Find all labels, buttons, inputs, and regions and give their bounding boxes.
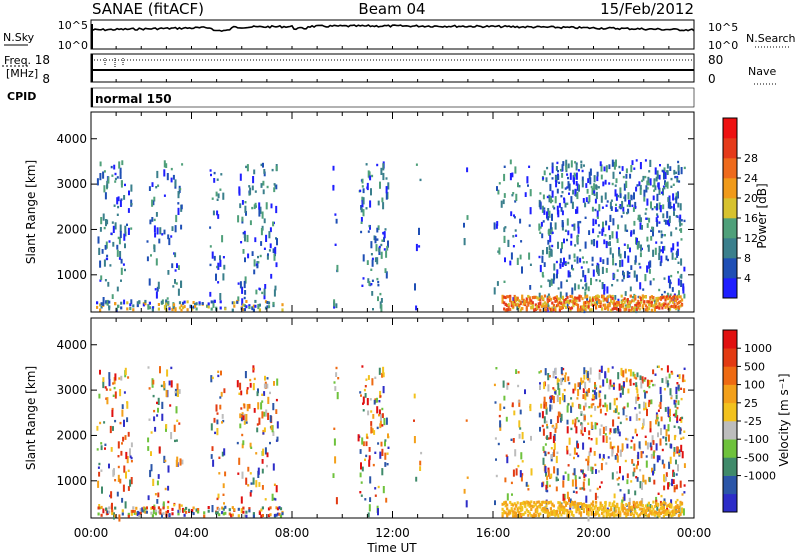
power-panel: 1000 2000 3000 4000 Slant Range [km] — [24, 111, 695, 314]
noise-panel: N.Sky 10^5 10^0 10^5 10^0 N.Search — [3, 19, 796, 52]
time-tick-label: 00:00 — [74, 526, 109, 540]
noise-right-tick-top: 10^5 — [708, 21, 738, 34]
power-colorbar-label: Power [dB] — [755, 183, 769, 248]
velocity-ylabel: Slant Range [km] — [24, 366, 38, 470]
beam-title: Beam 04 — [358, 0, 425, 18]
colorbar-tick-label: -500 — [744, 451, 769, 464]
y-tick-label: 2000 — [56, 428, 87, 442]
y-tick-label: 1000 — [56, 474, 87, 488]
colorbar-tick-label: 25 — [744, 397, 758, 410]
power-colorbar: 4 8 12 16 20 24 28 Power [dB] — [722, 117, 769, 299]
freq-right-tick-top: 80 — [708, 53, 723, 67]
cpid-label: CPID — [7, 90, 36, 103]
noise-left-tick-bottom: 10^0 — [58, 39, 88, 52]
noise-right-label: N.Search — [746, 32, 796, 45]
time-tick-label: 16:00 — [476, 526, 511, 540]
colorbar-tick-label: 100 — [744, 379, 765, 392]
colorbar-tick-label: 8 — [744, 252, 751, 265]
colorbar-tick-label: 1000 — [744, 342, 772, 355]
colorbar-tick-label: 20 — [744, 192, 758, 205]
velocity-panel: 1000 2000 3000 4000 Slant Range [km] — [24, 317, 695, 522]
noise-left-label: N.Sky — [3, 31, 35, 44]
freq-right-tick-bottom: 0 — [708, 72, 716, 86]
time-tick-label: 00:00 — [677, 526, 712, 540]
noise-right-tick-bottom: 10^0 — [708, 39, 738, 52]
colorbar-tick-label: 28 — [744, 152, 758, 165]
nave-label: Nave — [748, 65, 776, 78]
y-tick-label: 3000 — [56, 177, 87, 191]
velocity-colorbar-label: Velocity [m s⁻¹] — [777, 373, 791, 466]
time-tick-label: 12:00 — [375, 526, 410, 540]
freq-panel: Freq. [MHz] 18 8 80 0 Nave — [2, 53, 776, 86]
time-axis: 00:00 04:00 08:00 12:00 16:00 20:00 00:00 Time… — [74, 526, 712, 554]
time-tick-label: 04:00 — [174, 526, 209, 540]
colorbar-tick-label: -25 — [744, 415, 762, 428]
y-tick-label: 4000 — [56, 132, 87, 146]
freq-left-label-2: [MHz] — [6, 67, 38, 80]
y-tick-label: 4000 — [56, 338, 87, 352]
y-tick-label: 1000 — [56, 268, 87, 282]
colorbar-tick-label: 24 — [744, 172, 758, 185]
colorbar-tick-label: -100 — [744, 433, 769, 446]
time-tick-label: 20:00 — [576, 526, 611, 540]
date-title: 15/Feb/2012 — [600, 0, 694, 18]
freq-left-label-1: Freq. — [4, 54, 31, 67]
time-axis-label: Time UT — [366, 541, 417, 554]
colorbar-tick-label: 16 — [744, 212, 758, 225]
colorbar-tick-label: 500 — [744, 360, 765, 373]
freq-left-tick-bottom: 8 — [42, 72, 50, 86]
noise-left-tick-top: 10^5 — [58, 19, 88, 32]
power-ylabel: Slant Range [km] — [24, 160, 38, 264]
time-tick-label: 08:00 — [275, 526, 310, 540]
cpid-panel: CPID normal 150 — [7, 87, 695, 108]
y-tick-label: 2000 — [56, 222, 87, 236]
freq-left-tick-top: 18 — [35, 53, 50, 67]
cpid-mode: normal 150 — [95, 92, 172, 106]
station-title: SANAE (fitACF) — [92, 0, 204, 18]
colorbar-tick-label: -1000 — [744, 470, 776, 483]
colorbar-tick-label: 12 — [744, 232, 758, 245]
colorbar-tick-label: 4 — [744, 272, 751, 285]
y-tick-label: 3000 — [56, 383, 87, 397]
velocity-colorbar: 1000 500 100 25 -25 -100 -500 -1000 Velocity [m… — [722, 329, 791, 513]
